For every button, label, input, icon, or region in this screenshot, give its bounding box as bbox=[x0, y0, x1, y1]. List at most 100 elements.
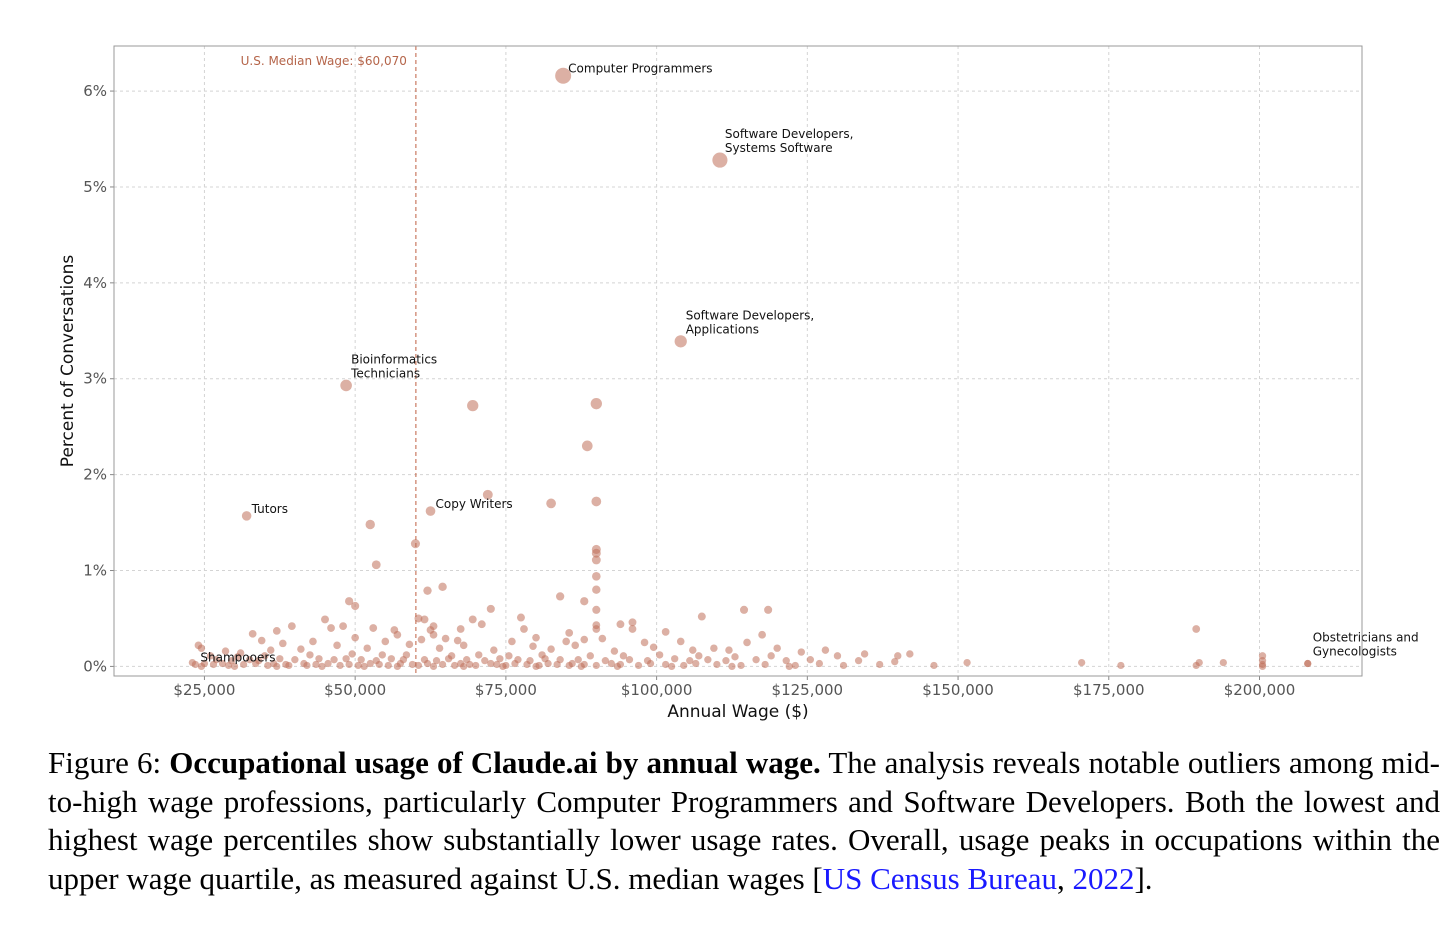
data-point bbox=[327, 624, 335, 632]
data-point bbox=[297, 645, 305, 653]
data-point bbox=[580, 635, 589, 644]
caption-suffix: ]. bbox=[1134, 860, 1153, 896]
median-line-label: U.S. Median Wage: $60,070 bbox=[241, 54, 407, 68]
data-point bbox=[891, 657, 899, 666]
data-point bbox=[348, 650, 356, 658]
labeled-data-point bbox=[555, 67, 572, 84]
data-point bbox=[649, 643, 658, 651]
data-point bbox=[477, 620, 486, 629]
data-point bbox=[662, 660, 670, 669]
point-labels: Computer Programmers Software Developers,… bbox=[200, 62, 1418, 665]
data-point bbox=[490, 646, 498, 654]
x-tick-label: $100,000 bbox=[621, 681, 693, 699]
labeled-data-point bbox=[1304, 659, 1312, 668]
data-point bbox=[680, 661, 688, 670]
data-point bbox=[860, 650, 869, 658]
data-point bbox=[321, 615, 329, 624]
data-points bbox=[188, 67, 1312, 671]
x-tick-label: $125,000 bbox=[772, 681, 844, 699]
data-point bbox=[384, 661, 392, 670]
caption-title: Occupational usage of Claude.ai by annua… bbox=[169, 745, 821, 780]
data-point bbox=[493, 660, 501, 669]
data-point bbox=[276, 655, 284, 663]
citation-link-org[interactable]: US Census Bureau bbox=[822, 860, 1057, 896]
data-point bbox=[351, 601, 360, 611]
caption-prefix: Figure 6: bbox=[48, 745, 170, 780]
data-point bbox=[487, 659, 495, 668]
point-annotation-line: Software Developers, bbox=[686, 308, 815, 322]
data-point bbox=[592, 571, 601, 581]
median-wage-line: U.S. Median Wage: $60,070 bbox=[241, 46, 417, 676]
data-point bbox=[371, 560, 381, 570]
data-point bbox=[697, 612, 706, 621]
data-point bbox=[291, 656, 299, 664]
data-point bbox=[345, 660, 353, 669]
data-point bbox=[592, 661, 600, 670]
data-point bbox=[782, 657, 790, 665]
data-point bbox=[752, 656, 760, 664]
data-point bbox=[616, 620, 625, 629]
data-point bbox=[1117, 661, 1125, 670]
data-point bbox=[261, 652, 269, 660]
data-point bbox=[435, 644, 444, 652]
data-point bbox=[704, 656, 712, 664]
labeled-data-point bbox=[340, 379, 352, 392]
data-point bbox=[459, 641, 468, 650]
point-annotation-line: Applications bbox=[686, 322, 759, 336]
point-annotation-line: Copy Writers bbox=[436, 497, 513, 511]
data-point bbox=[423, 659, 432, 668]
data-point bbox=[806, 656, 815, 664]
data-point bbox=[553, 660, 561, 669]
data-point bbox=[661, 628, 670, 636]
data-point bbox=[285, 661, 293, 670]
x-tick-label: $50,000 bbox=[324, 681, 386, 699]
point-annotation: Obstetricians and Gynecologists bbox=[1313, 631, 1419, 659]
data-point bbox=[761, 660, 769, 669]
data-point bbox=[472, 661, 480, 670]
data-point bbox=[432, 657, 441, 665]
y-tick-label: 4% bbox=[83, 274, 107, 292]
data-point bbox=[482, 489, 493, 500]
data-point bbox=[930, 661, 938, 670]
data-point bbox=[252, 659, 260, 668]
data-point bbox=[640, 638, 649, 647]
data-point bbox=[257, 636, 266, 645]
data-point bbox=[1192, 625, 1201, 633]
data-point bbox=[580, 597, 589, 606]
data-point bbox=[366, 659, 374, 668]
data-point bbox=[306, 651, 314, 659]
labeled-data-point bbox=[191, 660, 200, 669]
point-annotation: Shampooers bbox=[200, 650, 275, 664]
data-point bbox=[245, 656, 254, 664]
point-annotation-line: Computer Programmers bbox=[568, 62, 712, 76]
data-point bbox=[357, 656, 365, 664]
data-point bbox=[345, 597, 354, 606]
citation-link-year[interactable]: 2022 bbox=[1072, 860, 1135, 896]
data-point bbox=[508, 637, 516, 646]
x-tick-label: $200,000 bbox=[1224, 681, 1296, 699]
data-point bbox=[240, 660, 248, 669]
data-point bbox=[607, 659, 616, 668]
data-point bbox=[333, 641, 341, 650]
data-point bbox=[405, 640, 414, 649]
data-point bbox=[438, 582, 447, 592]
data-point bbox=[791, 661, 799, 670]
point-annotation-line: Shampooers bbox=[200, 650, 275, 664]
y-tick-label: 6% bbox=[83, 82, 107, 100]
figure-caption: Figure 6: Occupational usage of Claude.a… bbox=[48, 744, 1440, 898]
data-point bbox=[230, 662, 239, 671]
data-point bbox=[610, 647, 619, 655]
data-point bbox=[613, 662, 622, 671]
point-annotation: Bioinformatics Technicians bbox=[350, 352, 437, 380]
point-annotation: Tutors bbox=[251, 502, 288, 516]
data-point bbox=[739, 605, 749, 614]
data-point bbox=[451, 661, 459, 670]
data-point bbox=[423, 586, 432, 595]
data-point bbox=[546, 498, 556, 509]
data-point bbox=[516, 613, 525, 622]
point-annotation: Computer Programmers bbox=[568, 62, 712, 76]
data-point bbox=[592, 585, 601, 594]
y-tick-label: 5% bbox=[83, 178, 107, 196]
plot-frame bbox=[113, 45, 1363, 677]
data-point bbox=[417, 635, 426, 644]
